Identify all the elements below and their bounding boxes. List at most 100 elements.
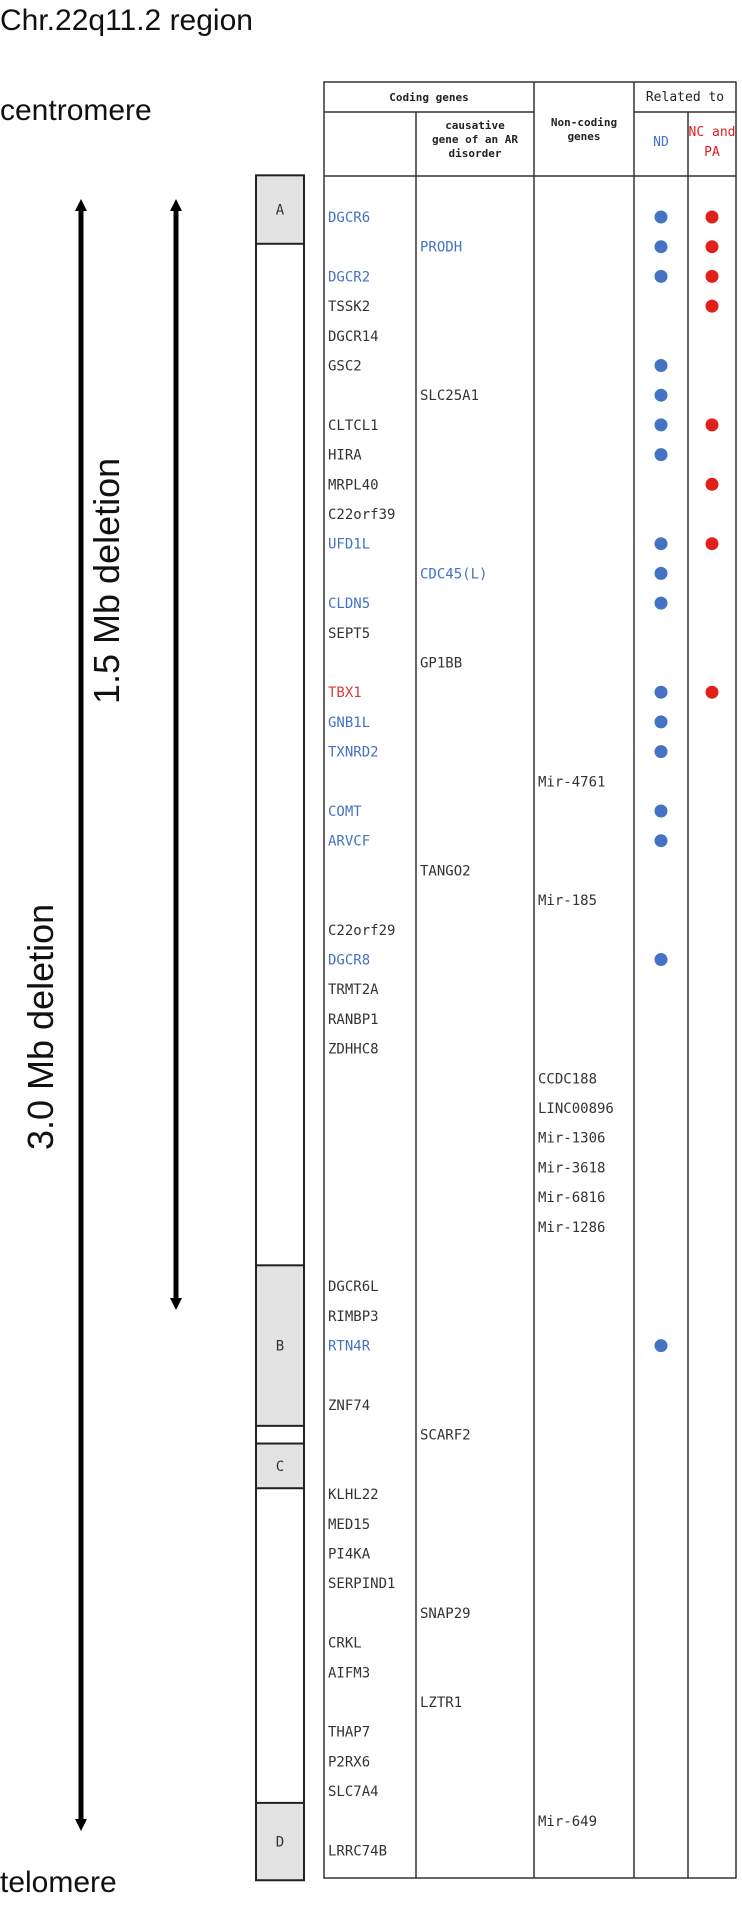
gene-label: Mir-4761 xyxy=(538,774,605,790)
nc-pa-dot xyxy=(705,269,719,283)
gene-label: Mir-3618 xyxy=(538,1160,605,1176)
lcr-block-label: A xyxy=(276,203,285,219)
gene-label: TBX1 xyxy=(328,685,362,701)
gene-label: Mir-6816 xyxy=(538,1190,605,1206)
gene-label: DGCR6 xyxy=(328,210,370,226)
nc-pa-dot xyxy=(705,418,719,432)
diagram-title: Chr.22q11.2 region xyxy=(0,4,253,37)
lcr-block-d xyxy=(255,1801,305,1882)
gene-label: TANGO2 xyxy=(420,863,471,879)
gene-label: AIFM3 xyxy=(328,1665,370,1681)
nd-dot xyxy=(654,953,668,966)
nd-dot xyxy=(654,210,668,224)
gene-label: PI4KA xyxy=(328,1547,371,1563)
gene-label: LINC00896 xyxy=(538,1101,614,1117)
header-noncoding-2: genes xyxy=(567,130,600,143)
gene-label: RTN4R xyxy=(328,1339,371,1355)
header-nc-pa-2: PA xyxy=(704,145,720,160)
gene-label: KLHL22 xyxy=(328,1487,379,1503)
nd-dot xyxy=(654,596,668,610)
gene-label: SCARF2 xyxy=(420,1428,471,1444)
gene-label: MRPL40 xyxy=(328,477,379,493)
gene-label: PRODH xyxy=(420,240,462,256)
gene-label: P2RX6 xyxy=(328,1754,370,1770)
gene-label: HIRA xyxy=(328,448,362,464)
nc-pa-dot xyxy=(705,240,719,254)
gene-label: MED15 xyxy=(328,1517,370,1533)
gene-label: ZDHHC8 xyxy=(328,1042,379,1058)
nd-dot xyxy=(654,745,668,759)
nd-dot xyxy=(654,715,668,729)
nd-dot xyxy=(654,804,668,818)
gene-label: RIMBP3 xyxy=(328,1309,379,1325)
centromere-label: centromere xyxy=(0,94,152,127)
gene-table xyxy=(323,81,737,1879)
gene-label: SERPIND1 xyxy=(328,1576,395,1592)
gene-label: THAP7 xyxy=(328,1725,370,1741)
gene-label: CLTCL1 xyxy=(328,418,379,434)
header-noncoding-1: Non-coding xyxy=(551,116,617,129)
header-nd: ND xyxy=(653,135,669,150)
header-nc-pa-1: NC and xyxy=(689,125,736,140)
nc-pa-dot xyxy=(705,477,719,491)
nd-dot xyxy=(654,359,668,372)
gene-label: DGCR2 xyxy=(328,269,370,285)
nc-pa-dot xyxy=(705,210,719,224)
nd-dot xyxy=(654,269,668,283)
header-causative-3: disorder xyxy=(449,147,502,160)
nd-dot xyxy=(654,537,668,551)
gene-label: ZNF74 xyxy=(328,1398,370,1414)
telomere-label: telomere xyxy=(0,1866,117,1899)
lcr-block-c xyxy=(255,1442,305,1490)
header-coding-genes: Coding genes xyxy=(389,91,468,104)
nd-dot xyxy=(654,685,668,699)
gene-label: DGCR6L xyxy=(328,1279,379,1295)
gene-label: RANBP1 xyxy=(328,1012,379,1028)
header-causative-1: causative xyxy=(445,119,505,132)
gene-label: GNB1L xyxy=(328,715,370,731)
lcr-block-label: D xyxy=(276,1835,284,1851)
nd-dot xyxy=(654,1339,668,1353)
gene-label: TRMT2A xyxy=(328,982,379,998)
nc-pa-dot xyxy=(705,685,719,699)
gene-label: C22orf39 xyxy=(328,507,395,523)
lcr-block-a xyxy=(255,174,305,245)
gene-label: CRKL xyxy=(328,1636,362,1652)
gene-label: Mir-1286 xyxy=(538,1220,605,1236)
gene-label: CLDN5 xyxy=(328,596,370,612)
gene-label: C22orf29 xyxy=(328,923,395,939)
gene-label: Mir-185 xyxy=(538,893,597,909)
gene-label: DGCR14 xyxy=(328,329,379,345)
gene-label: SLC7A4 xyxy=(328,1784,379,1800)
gene-label: TSSK2 xyxy=(328,299,370,315)
lcr-block-label: C xyxy=(276,1459,284,1475)
gene-label: CCDC188 xyxy=(538,1071,597,1087)
nd-dot xyxy=(654,418,668,432)
lcr-block-label: B xyxy=(276,1339,284,1355)
nd-dot xyxy=(654,388,668,402)
nd-dot xyxy=(654,448,668,462)
gene-label: ARVCF xyxy=(328,834,370,850)
gene-label: LRRC74B xyxy=(328,1844,387,1860)
gene-label: LZTR1 xyxy=(420,1695,462,1711)
gene-label: Mir-649 xyxy=(538,1814,597,1830)
gene-label: UFD1L xyxy=(328,537,370,553)
header-causative-2: gene of an AR xyxy=(432,133,518,146)
gene-label: SNAP29 xyxy=(420,1606,471,1622)
lcr-block-b xyxy=(255,1264,305,1427)
gene-label: COMT xyxy=(328,804,362,820)
gene-label: Mir-1306 xyxy=(538,1131,605,1147)
gene-label: GP1BB xyxy=(420,656,462,672)
nc-pa-dot xyxy=(705,537,719,551)
gene-label: CDC45(L) xyxy=(420,566,487,582)
gene-label: DGCR8 xyxy=(328,953,370,969)
gene-label: GSC2 xyxy=(328,359,362,375)
gene-label: SEPT5 xyxy=(328,626,370,642)
nd-dot xyxy=(654,834,668,848)
nd-dot xyxy=(654,240,668,254)
nd-dot xyxy=(654,566,668,580)
gene-label: TXNRD2 xyxy=(328,745,379,761)
header-related-to: Related to xyxy=(646,90,724,105)
gene-label: SLC25A1 xyxy=(420,388,479,404)
